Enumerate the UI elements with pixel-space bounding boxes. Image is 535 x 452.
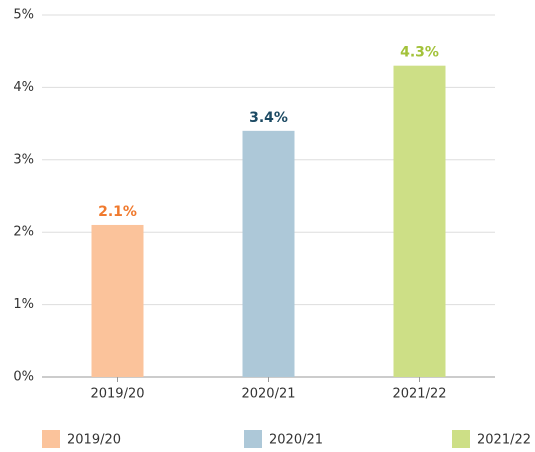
y-tick-label: 1% xyxy=(13,297,34,312)
x-tick-label: 2020/21 xyxy=(241,387,295,402)
y-tick-label: 5% xyxy=(13,8,34,23)
legend-label: 2019/20 xyxy=(67,433,121,448)
value-label: 4.3% xyxy=(400,45,439,61)
x-tick-label: 2019/20 xyxy=(90,387,144,402)
legend-swatch xyxy=(244,430,262,448)
y-tick-label: 3% xyxy=(13,152,34,167)
legend-swatch xyxy=(452,430,470,448)
legend-swatch xyxy=(42,430,60,448)
y-tick-label: 0% xyxy=(13,370,34,385)
bar xyxy=(242,130,295,377)
value-label: 2.1% xyxy=(98,204,137,220)
bar xyxy=(91,224,144,377)
legend-label: 2021/22 xyxy=(477,433,531,448)
y-tick-label: 2% xyxy=(13,225,34,240)
bar xyxy=(393,65,446,378)
x-tick-label: 2021/22 xyxy=(392,387,446,402)
legend-label: 2020/21 xyxy=(269,433,323,448)
value-label: 3.4% xyxy=(249,110,288,126)
y-tick-label: 4% xyxy=(13,80,34,95)
